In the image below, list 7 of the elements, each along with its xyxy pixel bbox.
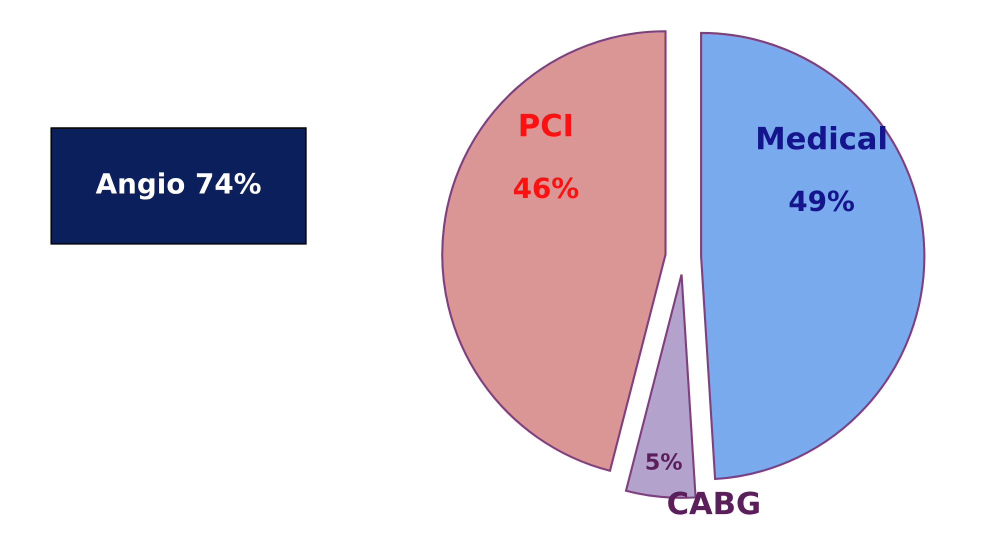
- text: Angio 74%: [96, 172, 261, 200]
- slice-label: CABG: [668, 491, 759, 515]
- data-label: 46%: [514, 177, 578, 198]
- slice-label: PCI: [520, 114, 572, 137]
- data-label: 5%: [646, 453, 682, 470]
- data-label: 49%: [790, 190, 854, 212]
- slice-label: Medical: [758, 126, 886, 150]
